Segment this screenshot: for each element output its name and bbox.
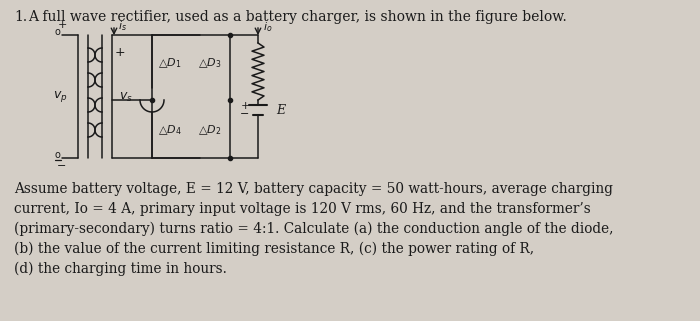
Text: E: E xyxy=(276,103,285,117)
Text: $i_s$: $i_s$ xyxy=(118,19,127,33)
Text: $i_o$: $i_o$ xyxy=(263,20,272,34)
Text: Assume battery voltage, E = 12 V, battery capacity = 50 watt-hours, average char: Assume battery voltage, E = 12 V, batter… xyxy=(14,182,613,276)
Text: $△D_2$: $△D_2$ xyxy=(198,123,222,137)
Text: $△D_4$: $△D_4$ xyxy=(158,123,182,137)
Text: A full wave rectifier, used as a battery charger, is shown in the figure below.: A full wave rectifier, used as a battery… xyxy=(28,10,567,24)
Text: $△D_3$: $△D_3$ xyxy=(198,56,222,70)
Text: o: o xyxy=(54,150,60,160)
Text: $△D_1$: $△D_1$ xyxy=(158,56,182,70)
Text: +: + xyxy=(57,20,66,30)
Text: $v_s$: $v_s$ xyxy=(119,91,133,104)
Text: −: − xyxy=(240,109,250,119)
Text: o: o xyxy=(54,27,60,37)
Text: $v_p$: $v_p$ xyxy=(52,90,67,105)
Text: 1.: 1. xyxy=(14,10,27,24)
Text: +: + xyxy=(115,47,125,59)
Text: −: − xyxy=(57,161,66,171)
Text: +: + xyxy=(240,101,250,111)
